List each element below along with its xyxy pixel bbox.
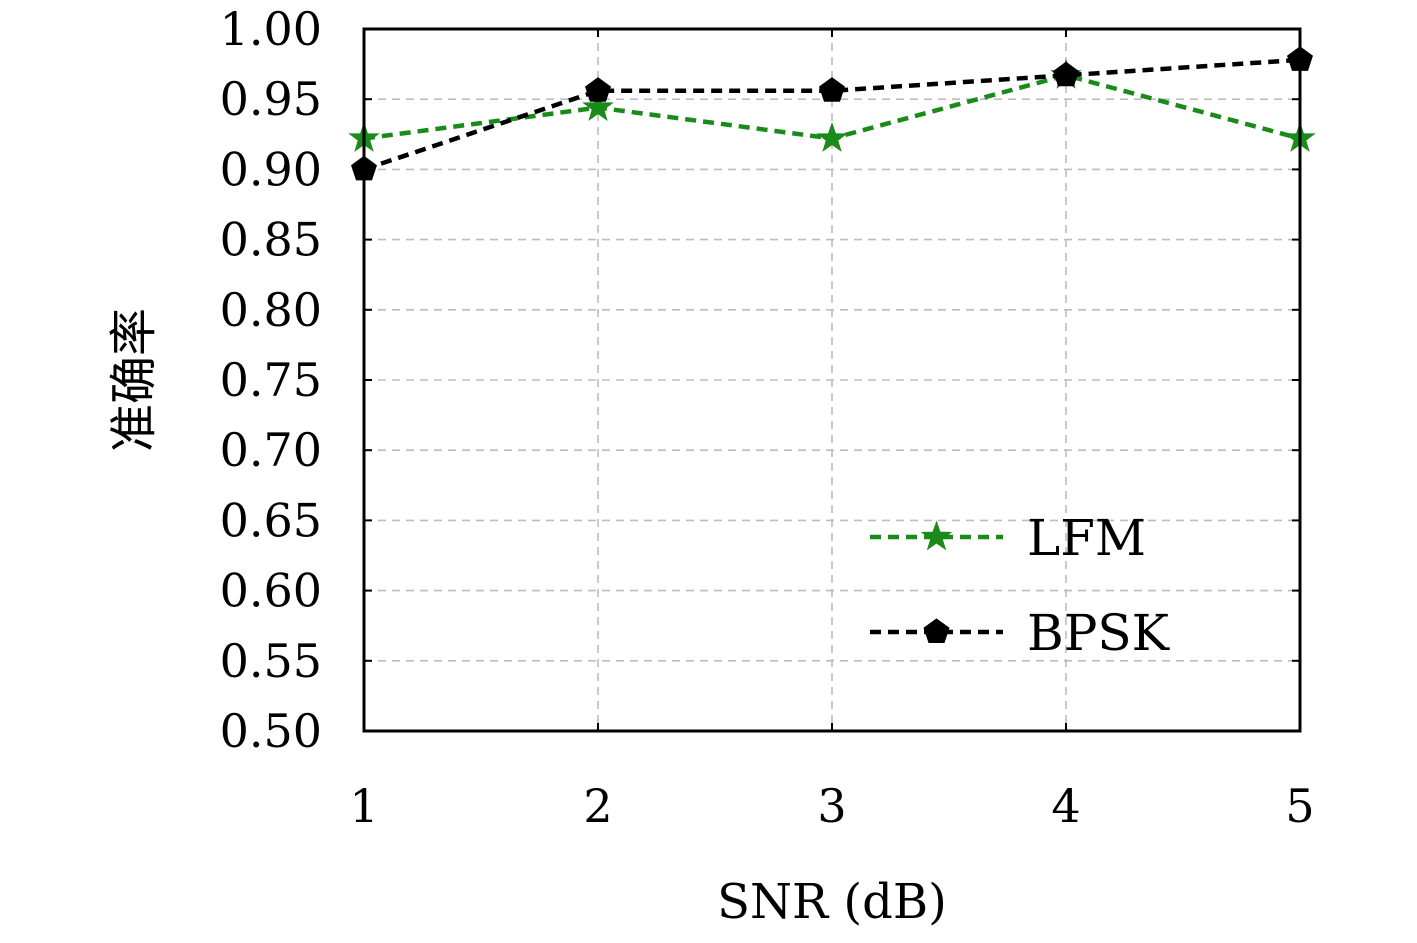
- axis-ticks: [363, 28, 1301, 732]
- series-bpsk: [351, 46, 1313, 181]
- data-point-bpsk: [1053, 61, 1079, 87]
- y-tick-label: 0.50: [220, 704, 322, 758]
- y-tick-label: 0.95: [220, 72, 322, 126]
- x-tick-label: 4: [1051, 779, 1080, 833]
- legend-marker: [920, 520, 953, 551]
- legend-marker: [923, 618, 950, 643]
- legend-label: BPSK: [1027, 604, 1171, 662]
- legend-label: LFM: [1027, 509, 1146, 567]
- y-tick-label: 1.00: [220, 2, 322, 56]
- series-line-bpsk: [363, 57, 1301, 172]
- data-point-bpsk: [819, 77, 845, 102]
- data-point-lfm: [582, 91, 614, 122]
- tick-labels: 0.50 0.55 0.60 0.65 0.70 0.75 0.80 0.85 0.90 0.95…: [220, 2, 1315, 833]
- data-point-bpsk: [585, 77, 611, 102]
- y-tick-label: 0.80: [220, 283, 322, 337]
- y-tick-label: 0.60: [220, 564, 322, 618]
- x-tick-label: 1: [349, 779, 378, 833]
- legend-entry-bpsk: BPSK: [870, 604, 1171, 662]
- series-layer: [348, 46, 1316, 181]
- y-tick-label: 0.90: [220, 142, 322, 196]
- x-tick-label: 2: [583, 779, 612, 833]
- legend: LFM BPSK: [870, 509, 1171, 662]
- y-axis-label: 准确率: [106, 308, 162, 452]
- x-axis-label: SNR (dB): [717, 874, 947, 930]
- data-point-lfm: [816, 121, 848, 152]
- legend-entry-lfm: LFM: [870, 509, 1146, 567]
- x-tick-label: 5: [1285, 779, 1314, 833]
- y-tick-label: 0.65: [220, 493, 322, 547]
- x-tick-label: 3: [817, 779, 846, 833]
- y-tick-label: 0.85: [220, 213, 322, 267]
- y-tick-label: 0.75: [220, 353, 322, 407]
- y-tick-label: 0.55: [220, 634, 322, 688]
- y-tick-label: 0.70: [220, 423, 322, 477]
